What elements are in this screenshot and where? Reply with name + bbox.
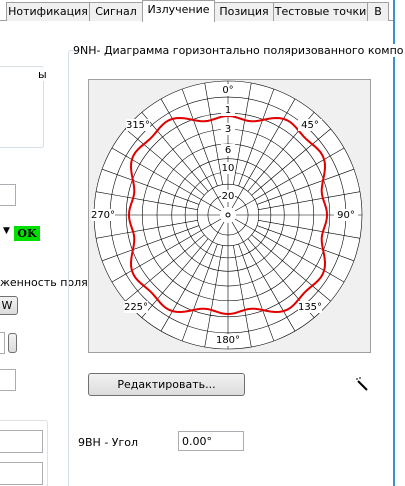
angle-label: 135° <box>298 302 322 313</box>
grid-spoke <box>101 168 200 205</box>
angle-input[interactable]: 0.00° <box>178 431 244 451</box>
label-bg <box>216 84 240 96</box>
tab[interactable]: Нотификация <box>6 2 90 21</box>
dropdown-arrow[interactable]: ▼ <box>3 226 10 236</box>
angle-label: 0° <box>222 85 233 96</box>
angle-label: 45° <box>301 120 319 131</box>
wand-icon[interactable] <box>354 377 370 393</box>
pattern-curve <box>127 114 329 316</box>
grid-spoke <box>95 191 198 210</box>
input[interactable] <box>0 430 43 453</box>
label-bg <box>221 190 235 202</box>
grid-spoke <box>181 88 218 187</box>
button[interactable]: W <box>0 296 18 315</box>
group-title: 9NH- Диаграмма горизонтально поляризован… <box>73 44 405 57</box>
grid-spoke <box>258 220 361 239</box>
grid-spoke <box>181 243 218 342</box>
polar-diagram: 0° 45° 90° 135° 180° 225° 270° 315° 1 3 6 10 20 <box>88 79 371 353</box>
grid-spoke <box>251 234 331 302</box>
label-bg <box>221 123 235 135</box>
grid-spoke <box>111 147 222 212</box>
grid-spoke <box>233 245 252 348</box>
grid-spoke <box>238 88 275 187</box>
field-label: женность поля <box>0 276 88 289</box>
angle-label: 270° <box>91 210 115 221</box>
grid-spoke <box>234 147 345 212</box>
grid-spoke <box>111 218 222 283</box>
label-bg <box>334 209 358 221</box>
label-bg <box>216 334 240 346</box>
tab[interactable]: В <box>367 2 389 21</box>
angle-label: 9BH - Угол <box>78 436 139 449</box>
edit-button[interactable]: Редактировать... <box>88 373 245 396</box>
label-bg <box>298 301 322 313</box>
grid-spoke <box>233 82 252 185</box>
radial-label: 20 <box>222 191 235 202</box>
angle-label: 225° <box>124 302 148 313</box>
group-box <box>0 420 48 486</box>
input[interactable] <box>0 184 16 206</box>
center <box>225 212 231 218</box>
radial-label: 3 <box>225 124 231 135</box>
status: OK <box>14 226 40 241</box>
tab[interactable]: Позиция <box>214 2 274 21</box>
label-bg <box>124 301 148 313</box>
radial-label: 1 <box>225 105 231 116</box>
grid-spoke <box>238 243 275 342</box>
grid-spoke <box>125 234 205 302</box>
radial-label: 6 <box>225 145 231 156</box>
label-bg <box>221 162 235 174</box>
grid-spoke <box>160 98 225 209</box>
label-bg <box>221 104 235 116</box>
label-bg <box>298 119 322 131</box>
grid-spoke <box>125 128 205 196</box>
radial-label: 10 <box>222 163 235 174</box>
grid-spoke <box>256 168 355 205</box>
grid-spoke <box>231 221 296 332</box>
label-bg <box>126 119 150 131</box>
angle-label: 90° <box>337 210 355 221</box>
grid-spoke <box>141 112 209 192</box>
input[interactable] <box>0 369 16 391</box>
angle-label: 180° <box>216 335 240 346</box>
tab[interactable]: Сигнал <box>89 2 143 21</box>
grid-spoke <box>204 245 223 348</box>
grid-spoke <box>141 238 209 318</box>
grid-spoke <box>160 221 225 332</box>
grid-spoke <box>256 225 355 262</box>
input[interactable] <box>0 462 43 485</box>
grid-spoke <box>101 225 200 262</box>
label-bg <box>221 144 235 156</box>
grid-spoke <box>95 220 198 239</box>
grid-spoke <box>258 191 361 210</box>
group-box <box>0 66 44 148</box>
grid-spoke <box>234 218 345 283</box>
tab-active[interactable]: Излучение <box>142 0 215 22</box>
window-edge <box>393 0 395 486</box>
grid-spoke <box>231 98 296 209</box>
input[interactable] <box>0 332 5 354</box>
grid-spoke <box>251 128 331 196</box>
tab[interactable]: Тестовые точки <box>273 2 368 21</box>
angle-label: 315° <box>126 120 150 131</box>
slider-thumb[interactable] <box>8 333 17 353</box>
group-label: ы <box>38 68 47 81</box>
label-bg <box>91 209 115 221</box>
grid-spoke <box>204 82 223 185</box>
